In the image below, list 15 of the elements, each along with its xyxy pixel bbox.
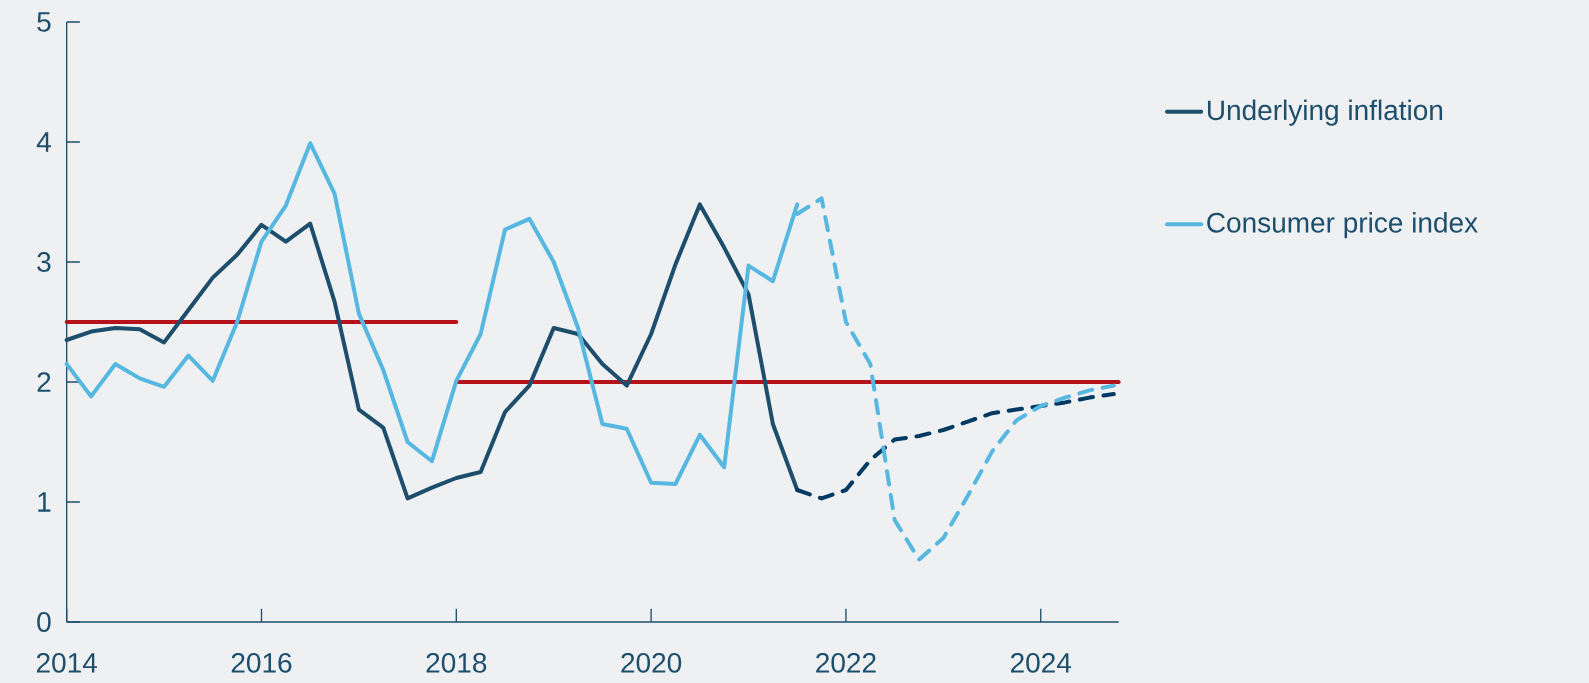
- legend-label: Underlying inflation: [1207, 99, 1443, 126]
- y-tick-label: 5: [37, 12, 51, 32]
- line-series: [795, 392, 1116, 501]
- y-tick-label: 3: [37, 252, 51, 272]
- x-tick-label: 2022: [816, 652, 876, 673]
- x-tick-label: 2020: [621, 652, 682, 673]
- legend-label: Consumer price index: [1207, 212, 1478, 239]
- y-tick-label: 4: [36, 132, 51, 152]
- x-tick-label: 2024: [1011, 652, 1072, 673]
- y-tick-label: 1: [38, 492, 51, 512]
- x-tick-label: 2018: [426, 652, 487, 673]
- y-tick-label: 2: [37, 372, 51, 392]
- x-tick-label: 2016: [231, 652, 292, 673]
- y-tick-label: 0: [37, 612, 51, 632]
- x-tick-label: 2014: [36, 652, 97, 673]
